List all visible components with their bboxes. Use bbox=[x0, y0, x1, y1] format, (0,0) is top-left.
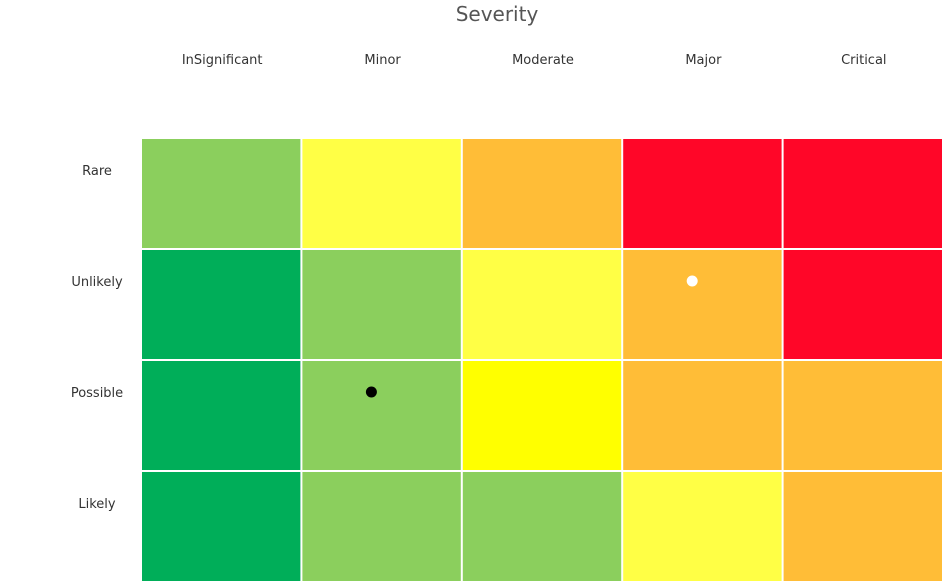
cell-unlikely-critical bbox=[783, 250, 942, 359]
cell-likely-minor bbox=[302, 472, 461, 581]
cell-likely-insignificant bbox=[142, 472, 301, 581]
chart-title: Severity bbox=[456, 2, 539, 26]
cell-unlikely-insignificant bbox=[142, 250, 301, 359]
column-labels: InSignificant Minor Moderate Major Critical bbox=[182, 53, 887, 68]
column-label-insignificant: InSignificant bbox=[182, 53, 263, 68]
row-label-unlikely: Unlikely bbox=[71, 275, 123, 290]
cell-rare-major bbox=[623, 139, 782, 248]
column-label-critical: Critical bbox=[841, 53, 886, 68]
cell-possible-major bbox=[623, 361, 782, 470]
column-label-minor: Minor bbox=[364, 53, 401, 68]
cell-rare-insignificant bbox=[142, 139, 301, 248]
cell-possible-insignificant bbox=[142, 361, 301, 470]
cell-likely-major bbox=[623, 472, 782, 581]
cell-rare-minor bbox=[302, 139, 461, 248]
cell-possible-minor bbox=[302, 361, 461, 470]
cell-unlikely-major bbox=[623, 250, 782, 359]
column-label-major: Major bbox=[685, 53, 722, 68]
row-label-likely: Likely bbox=[78, 497, 116, 512]
marker-unlikely-major bbox=[686, 275, 698, 287]
cell-unlikely-moderate bbox=[462, 250, 622, 359]
row-label-possible: Possible bbox=[71, 386, 123, 401]
marker-possible-minor bbox=[365, 386, 377, 398]
column-label-moderate: Moderate bbox=[512, 53, 574, 68]
cell-rare-critical bbox=[783, 139, 942, 248]
row-labels: Rare Unlikely Possible Likely bbox=[71, 164, 123, 512]
cell-likely-critical bbox=[783, 472, 942, 581]
row-label-rare: Rare bbox=[82, 164, 112, 179]
heatmap-cells bbox=[142, 139, 942, 581]
cell-likely-moderate bbox=[462, 472, 622, 581]
cell-possible-moderate bbox=[462, 361, 622, 470]
cell-possible-critical bbox=[783, 361, 942, 470]
markers bbox=[365, 275, 698, 398]
cell-rare-moderate bbox=[462, 139, 622, 248]
cell-unlikely-minor bbox=[302, 250, 461, 359]
